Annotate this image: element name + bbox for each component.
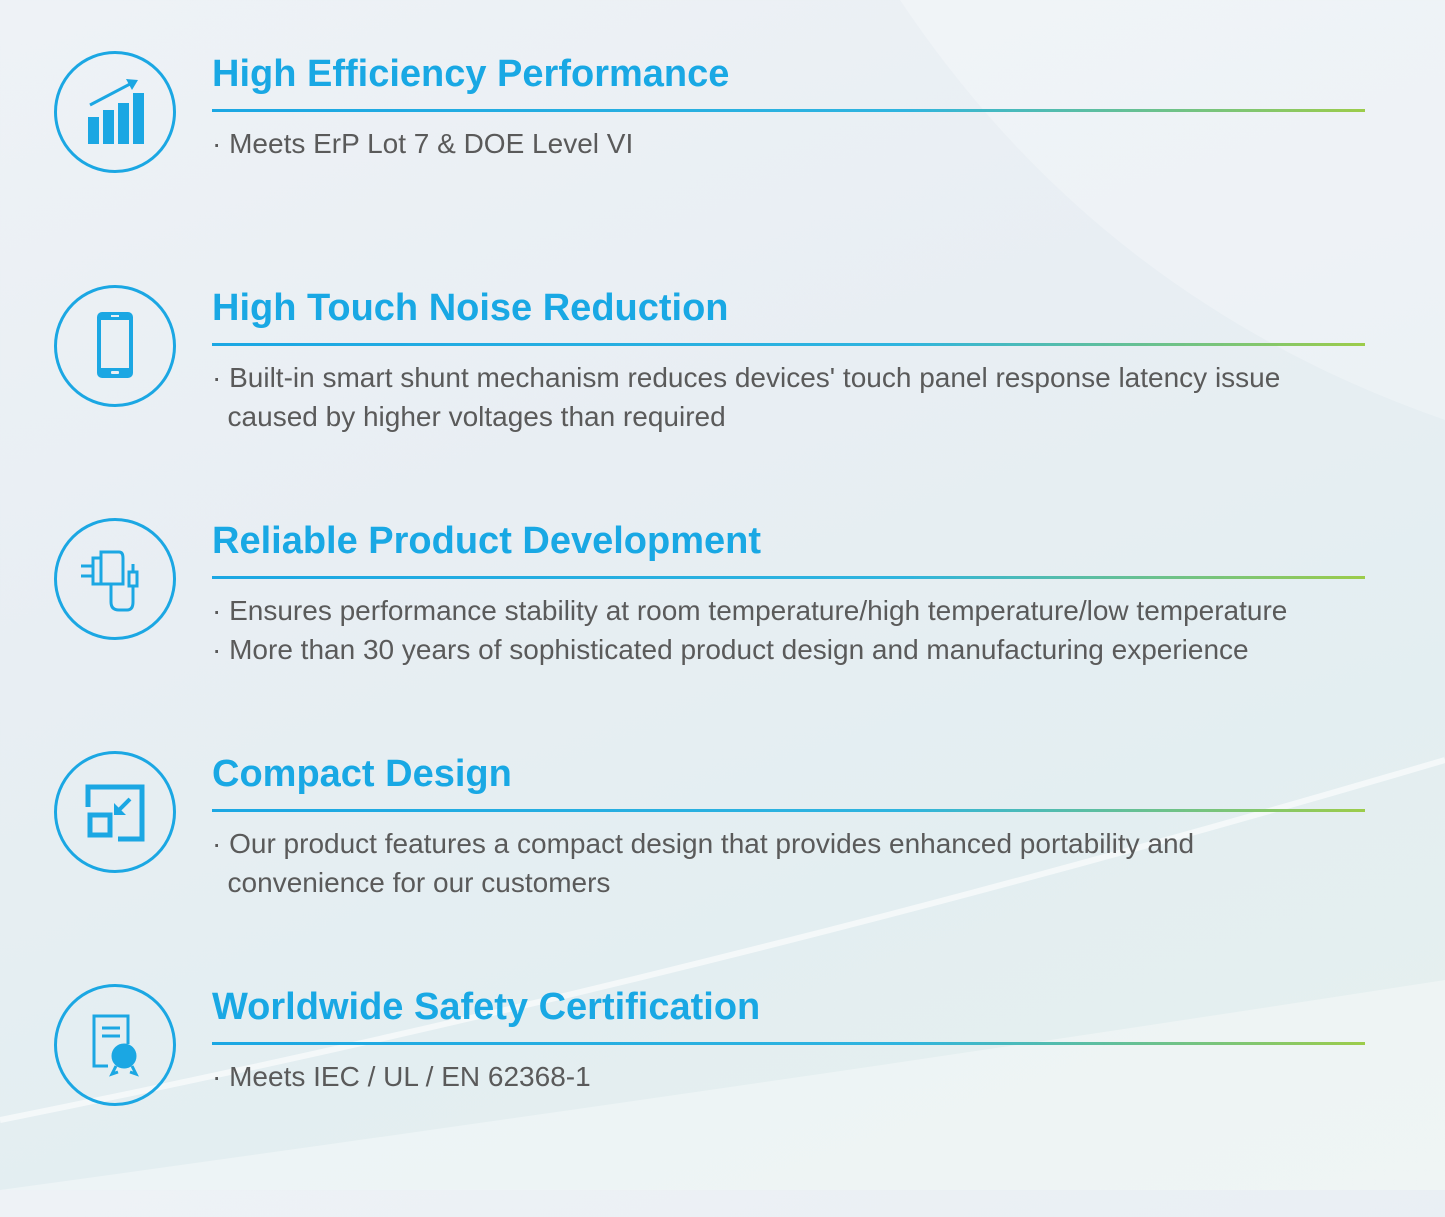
feature-title: High Efficiency Performance <box>212 53 730 95</box>
feature-high-efficiency: High Efficiency Performance · Meets ErP … <box>0 51 1445 284</box>
feature-title: Worldwide Safety Certification <box>212 986 761 1028</box>
divider <box>212 343 1365 346</box>
bar-chart-growth-icon <box>54 51 176 173</box>
feature-title: Reliable Product Development <box>212 520 762 562</box>
feature-touch-noise: High Touch Noise Reduction · Built-in sm… <box>0 285 1445 518</box>
description-line: · More than 30 years of sophisticated pr… <box>212 633 1249 665</box>
smartphone-icon <box>54 285 176 407</box>
description-line: · Meets ErP Lot 7 & DOE Level VI <box>212 128 634 159</box>
feature-description: · Ensures performance stability at room … <box>212 592 1287 669</box>
description-line: · Ensures performance stability at room … <box>212 595 1288 626</box>
divider <box>212 1042 1365 1045</box>
feature-description: · Meets ErP Lot 7 & DOE Level VI <box>212 125 633 164</box>
divider <box>212 576 1365 579</box>
compact-resize-icon <box>54 751 176 873</box>
feature-description: · Built-in smart shunt mechanism reduces… <box>212 359 1280 436</box>
feature-description: · Meets IEC / UL / EN 62368-1 <box>212 1058 591 1097</box>
feature-title: High Touch Noise Reduction <box>212 287 729 329</box>
feature-reliable-development: Reliable Product Development · Ensures p… <box>0 518 1445 751</box>
description-line: convenience for our customers <box>212 866 611 898</box>
description-line: · Built-in smart shunt mechanism reduces… <box>212 362 1281 393</box>
feature-title: Compact Design <box>212 753 512 795</box>
feature-safety-certification: Worldwide Safety Certification · Meets I… <box>0 984 1445 1217</box>
divider <box>212 809 1365 812</box>
certificate-icon <box>54 984 176 1106</box>
divider <box>212 109 1365 112</box>
feature-description: · Our product features a compact design … <box>212 825 1194 902</box>
description-line: · Our product features a compact design … <box>212 828 1195 859</box>
description-line: · Meets IEC / UL / EN 62368-1 <box>212 1061 591 1092</box>
power-adapter-icon <box>54 518 176 640</box>
feature-compact-design: Compact Design · Our product features a … <box>0 751 1445 984</box>
description-line: caused by higher voltages than required <box>212 400 726 432</box>
